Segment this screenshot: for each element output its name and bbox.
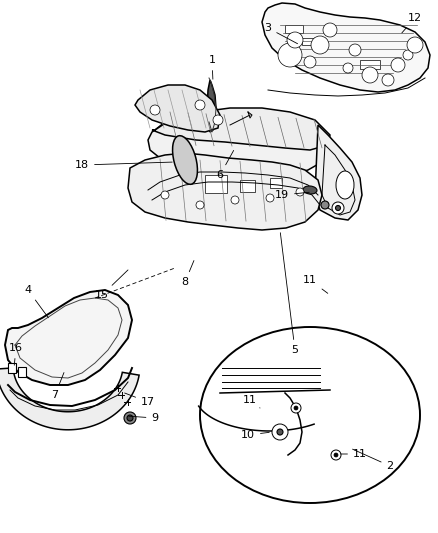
Circle shape <box>161 191 169 199</box>
Bar <box>205 175 227 193</box>
Text: 3: 3 <box>265 23 297 44</box>
Circle shape <box>213 115 223 125</box>
Text: 15: 15 <box>95 270 128 300</box>
Circle shape <box>382 74 394 86</box>
Circle shape <box>124 412 136 424</box>
Text: 4: 4 <box>25 285 48 318</box>
Circle shape <box>332 202 344 214</box>
Polygon shape <box>262 3 430 92</box>
Text: 11: 11 <box>243 395 260 408</box>
Circle shape <box>287 32 303 48</box>
Circle shape <box>334 453 338 457</box>
Circle shape <box>323 23 337 37</box>
Circle shape <box>343 63 353 73</box>
Circle shape <box>272 424 288 440</box>
Text: 9: 9 <box>129 413 159 423</box>
Text: 19: 19 <box>275 190 309 200</box>
Text: 1: 1 <box>208 55 215 79</box>
Circle shape <box>195 100 205 110</box>
Circle shape <box>331 450 341 460</box>
Circle shape <box>304 56 316 68</box>
Text: 6: 6 <box>216 150 233 180</box>
Text: 2: 2 <box>353 449 394 471</box>
Ellipse shape <box>336 171 354 199</box>
Bar <box>18 367 26 377</box>
Ellipse shape <box>303 186 317 194</box>
Polygon shape <box>128 153 322 230</box>
Bar <box>285 25 303 33</box>
Polygon shape <box>152 108 330 150</box>
Circle shape <box>294 406 298 410</box>
Circle shape <box>336 206 340 211</box>
Bar <box>270 178 282 188</box>
Ellipse shape <box>200 327 420 503</box>
Circle shape <box>266 194 274 202</box>
Ellipse shape <box>173 136 198 184</box>
Circle shape <box>277 429 283 435</box>
Bar <box>302 38 317 45</box>
Text: 10: 10 <box>241 430 269 440</box>
Circle shape <box>403 50 413 60</box>
Polygon shape <box>315 125 362 220</box>
Text: 5: 5 <box>280 233 299 355</box>
Text: 11: 11 <box>303 275 328 293</box>
Bar <box>240 180 255 192</box>
Circle shape <box>278 43 302 67</box>
Bar <box>8 363 16 373</box>
Circle shape <box>127 415 133 421</box>
Polygon shape <box>5 290 132 385</box>
Polygon shape <box>135 85 220 132</box>
Bar <box>360 60 380 69</box>
Text: 12: 12 <box>402 13 422 33</box>
Circle shape <box>296 188 304 196</box>
Text: 7: 7 <box>51 373 64 400</box>
Text: 11: 11 <box>341 449 367 459</box>
Circle shape <box>407 37 423 53</box>
Text: 8: 8 <box>181 261 194 287</box>
Text: 16: 16 <box>9 343 23 365</box>
Circle shape <box>362 67 378 83</box>
Circle shape <box>291 403 301 413</box>
Polygon shape <box>330 420 370 452</box>
Circle shape <box>231 196 239 204</box>
Polygon shape <box>148 112 328 175</box>
Circle shape <box>321 201 329 209</box>
Circle shape <box>150 105 160 115</box>
Circle shape <box>349 44 361 56</box>
Polygon shape <box>207 80 216 132</box>
Text: 18: 18 <box>75 160 172 170</box>
Polygon shape <box>0 368 139 430</box>
Circle shape <box>196 201 204 209</box>
Circle shape <box>391 58 405 72</box>
Circle shape <box>311 36 329 54</box>
Text: 17: 17 <box>124 393 155 407</box>
